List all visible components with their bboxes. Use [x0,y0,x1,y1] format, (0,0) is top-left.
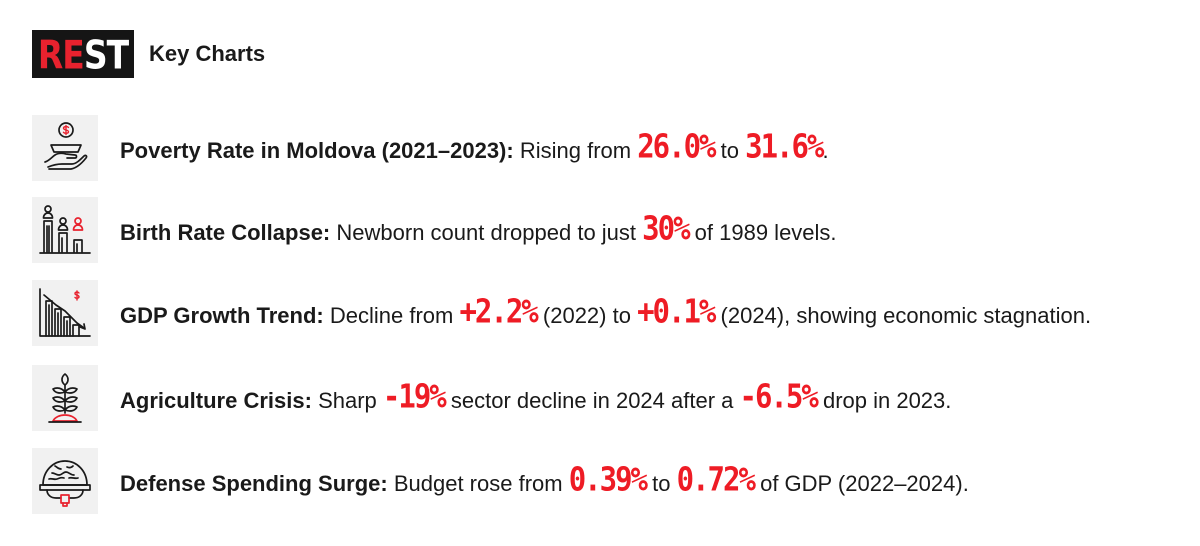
highlight-value: +2.2% [459,291,538,330]
item-body-text: of 1989 levels. [694,219,837,245]
header: REST Key Charts [32,30,265,78]
logo-text: REST [37,30,129,78]
item-body-text: to [652,470,671,496]
item-body-text: Rising from [519,137,632,163]
population-bars-icon [32,197,98,263]
item-body-text: sector decline in 2024 after a [450,387,734,413]
list-item-birth-rate: Birth Rate Collapse: Newborn count dropp… [32,197,837,263]
page-title: Key Charts [149,41,266,66]
item-body-text: Budget rose from [393,470,563,496]
agriculture-text: Agriculture Crisis: Sharp -19% sector de… [120,379,952,413]
rest-logo: REST [32,30,134,78]
hand-coin-icon [32,115,98,181]
helmet-icon [32,448,98,514]
item-body-text: Newborn count dropped to just [336,219,637,245]
item-heading: Defense Spending Surge: [120,470,388,496]
item-body-text: of GDP (2022–2024). [760,470,969,496]
highlight-value: +0.1% [637,291,716,330]
defense-text: Defense Spending Surge: Budget rose from… [120,462,969,496]
highlight-value: 0.39% [568,459,648,498]
highlight-value: 0.72% [676,459,756,498]
highlight-value: 26.0% [637,126,716,165]
gdp-text: GDP Growth Trend: Decline from +2.2% (20… [120,294,1092,328]
item-body-text: to [720,137,740,163]
list-item-defense: Defense Spending Surge: Budget rose from… [32,448,969,514]
highlight-value: 30% [642,208,690,247]
list-item-poverty: Poverty Rate in Moldova (2021–2023): Ris… [32,115,829,181]
item-heading: GDP Growth Trend: [120,302,324,328]
item-body-text: . [822,137,829,163]
item-heading: Agriculture Crisis: [120,387,312,413]
item-body-text: drop in 2023. [822,387,952,413]
item-body-text: (2022) to [542,302,631,328]
list-item-agriculture: Agriculture Crisis: Sharp -19% sector de… [32,365,951,431]
list-item-gdp: GDP Growth Trend: Decline from +2.2% (20… [32,280,1091,346]
highlight-value: -6.5% [739,376,819,415]
item-heading: Poverty Rate in Moldova (2021–2023): [120,137,514,163]
highlight-value: -19% [382,376,447,415]
highlight-value: 31.6% [745,126,824,165]
item-body-text: Decline from [329,302,454,328]
item-heading: Birth Rate Collapse: [120,219,331,245]
birth-rate-text: Birth Rate Collapse: Newborn count dropp… [120,211,837,245]
item-body-text: (2024), showing economic stagnation. [720,302,1092,328]
plant-icon [32,365,98,431]
item-body-text: Sharp [318,387,377,413]
poverty-text: Poverty Rate in Moldova (2021–2023): Ris… [120,129,829,163]
declining-chart-icon [32,280,98,346]
